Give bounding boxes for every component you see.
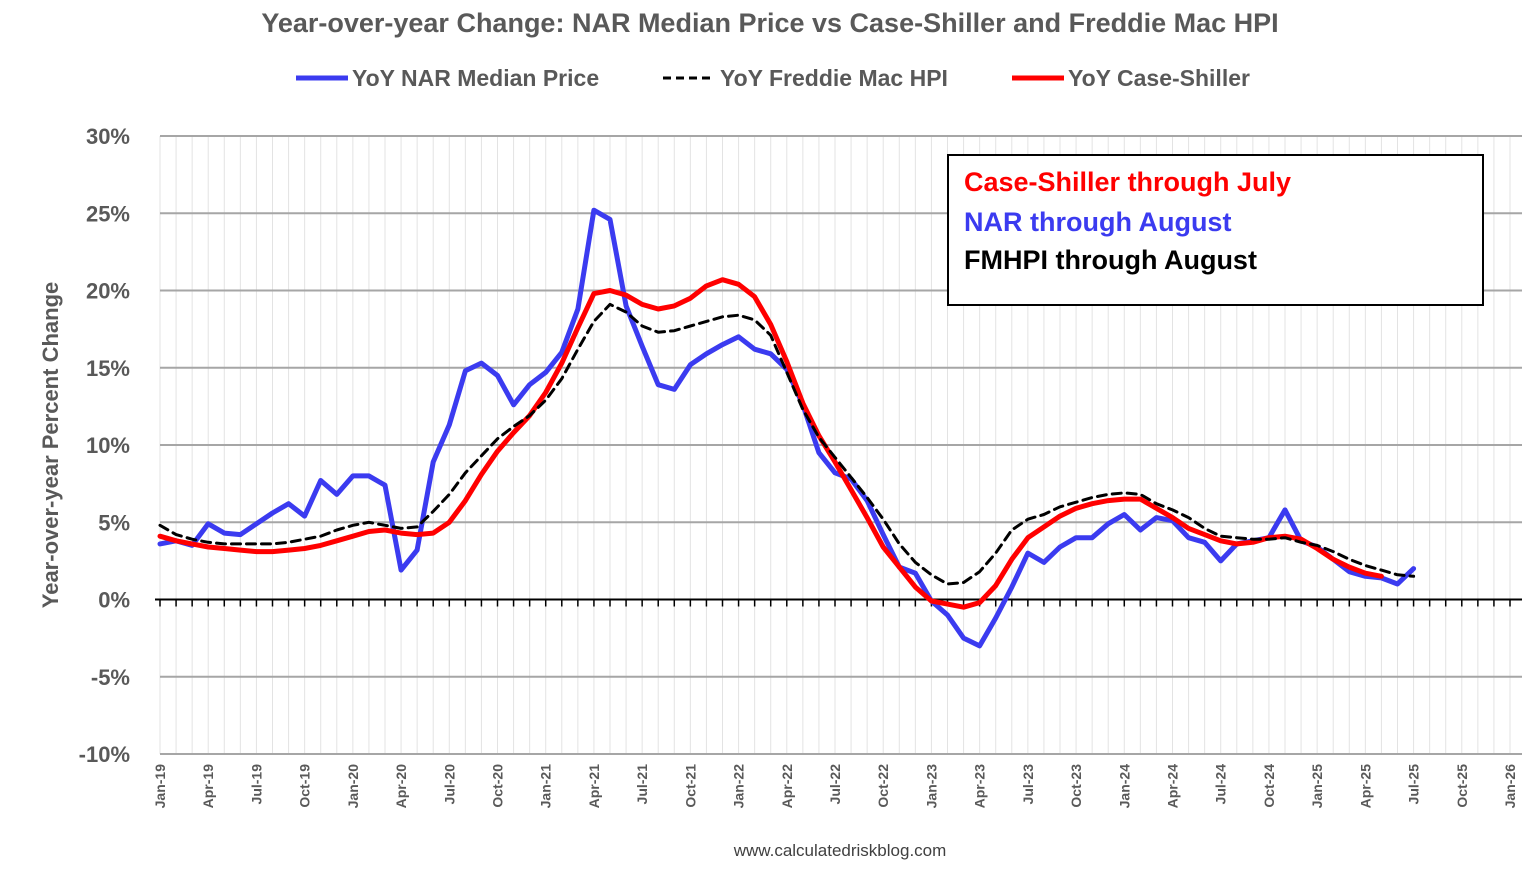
y-tick-label: 0%: [98, 588, 130, 613]
y-tick-label: -10%: [79, 742, 130, 767]
x-tick-label: Jan-26: [1502, 764, 1518, 809]
source-credit: www.calculatedriskblog.com: [733, 841, 947, 860]
y-tick-label: 10%: [86, 433, 130, 458]
x-tick-label: Oct-22: [875, 764, 891, 808]
y-tick-label: 25%: [86, 201, 130, 226]
x-tick-label: Apr-24: [1165, 764, 1181, 809]
x-tick-label: Jul-20: [441, 764, 457, 805]
y-tick-label: -5%: [91, 665, 130, 690]
x-tick-label: Apr-22: [779, 764, 795, 809]
x-tick-label: Apr-21: [586, 764, 602, 809]
y-axis-ticks: -10% -5% 0% 5% 10% 15% 20% 25% 30%: [79, 124, 130, 767]
y-tick-label: 15%: [86, 356, 130, 381]
x-axis: Jan-19 Apr-19 Jul-19 Oct-19 Jan-20 Apr-20 Jul-…: [152, 598, 1522, 809]
x-tick-label: Apr-19: [200, 764, 216, 809]
annotation-box: Case-Shiller through July NAR through Au…: [947, 154, 1484, 306]
x-tick-label: Jul-24: [1213, 764, 1229, 805]
annotation-case-shiller: Case-Shiller through July: [964, 167, 1291, 197]
x-tick-label: Jan-21: [538, 764, 554, 809]
y-tick-label: 20%: [86, 279, 130, 304]
legend-label-nar: YoY NAR Median Price: [352, 65, 599, 91]
annotation-nar: NAR through August: [964, 207, 1231, 237]
legend-label-cs: YoY Case-Shiller: [1068, 65, 1250, 91]
x-tick-label: Jul-22: [827, 764, 843, 805]
series-line-yoy-case-shiller: [157, 277, 1384, 610]
x-tick-label: Jul-25: [1406, 764, 1422, 805]
x-tick-label: Apr-20: [393, 764, 409, 809]
x-tick-label: Apr-23: [972, 764, 988, 809]
chart-title: Year-over-year Change: NAR Median Price …: [261, 8, 1278, 38]
series-line-yoy-nar-median-price: [157, 207, 1417, 649]
x-tick-label: Oct-25: [1454, 764, 1470, 808]
y-axis-label: Year-over-year Percent Change: [38, 282, 63, 609]
annotation-frame: [947, 154, 1484, 306]
series-lines: [157, 207, 1417, 649]
legend-label-fmhpi: YoY Freddie Mac HPI: [720, 65, 948, 91]
x-tick-label: Jan-24: [1116, 764, 1132, 809]
x-tick-label: Oct-20: [490, 764, 506, 808]
y-tick-label: 30%: [86, 124, 130, 149]
x-tick-label: Jan-20: [345, 764, 361, 809]
x-tick-label: Jul-23: [1020, 764, 1036, 805]
x-tick-label: Oct-21: [682, 764, 698, 808]
y-tick-label: 5%: [98, 510, 130, 535]
x-tick-label: Jan-25: [1309, 764, 1325, 809]
x-tick-label: Oct-19: [297, 764, 313, 808]
x-tick-label: Jan-23: [923, 764, 939, 809]
x-tick-label: Apr-25: [1357, 764, 1373, 809]
x-tick-label: Jul-21: [634, 764, 650, 805]
x-tick-label: Jul-19: [248, 764, 264, 805]
x-tick-label: Oct-24: [1261, 764, 1277, 808]
x-tick-label: Jan-19: [152, 764, 168, 809]
annotation-fmhpi: FMHPI through August: [964, 245, 1257, 275]
legend: YoY NAR Median Price YoY Freddie Mac HPI…: [296, 65, 1250, 91]
series-line-yoy-freddie-mac-hpi: [158, 302, 1416, 586]
x-tick-label: Jan-22: [731, 764, 747, 809]
x-tick-label: Oct-23: [1068, 764, 1084, 808]
